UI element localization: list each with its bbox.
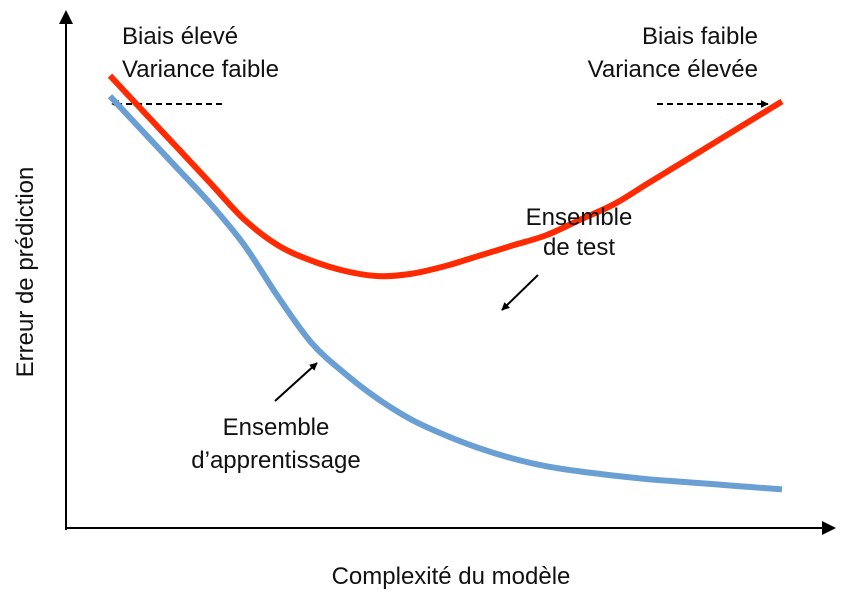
- x-axis-arrowhead: [822, 521, 836, 535]
- label-low-bias: Biais faible: [642, 23, 758, 50]
- label-low-variance: Variance faible: [122, 56, 279, 83]
- test-series-pointer-arrow: [501, 274, 539, 311]
- training-error-curve: [107, 94, 783, 493]
- x-axis-title: Complexité du modèle: [332, 563, 571, 590]
- label-high-bias: Biais élevé: [122, 23, 238, 50]
- y-axis-arrowhead: [59, 10, 73, 24]
- test-error-curve: [107, 73, 784, 280]
- train-series-pointer-arrow: [274, 362, 318, 402]
- y-axis-title: Erreur de prédiction: [12, 167, 39, 378]
- train-series-label-line1: Ensemble: [223, 414, 330, 441]
- series-layer: [107, 73, 784, 493]
- test-series-label-line1: Ensemble: [526, 204, 633, 231]
- train-series-label-line2: d’apprentissage: [191, 447, 360, 474]
- label-high-variance: Variance élevée: [588, 56, 758, 83]
- test-series-label-line2: de test: [543, 234, 615, 261]
